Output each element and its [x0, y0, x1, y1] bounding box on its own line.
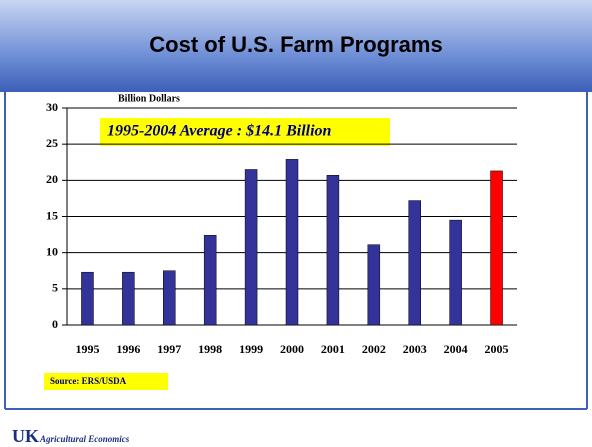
- y-tick-label: 0: [52, 317, 58, 331]
- x-tick-label: 2003: [403, 342, 427, 356]
- bar: [203, 235, 217, 326]
- y-tick-label: 30: [46, 100, 58, 114]
- x-tick-label: 1998: [198, 342, 222, 356]
- x-tick-label: 2002: [362, 342, 386, 356]
- source: Source: ERS/USDA: [50, 376, 127, 386]
- bar: [122, 271, 135, 326]
- x-tick-label: 2000: [280, 342, 304, 356]
- bar: [490, 170, 503, 326]
- y-tick-label: 25: [46, 136, 58, 150]
- footer-logo: UK: [12, 426, 39, 446]
- bar: [163, 270, 176, 326]
- x-tick-label: 1996: [116, 342, 140, 356]
- header-band: [0, 0, 592, 92]
- y-tick-label: 10: [46, 244, 58, 258]
- chart-title: Cost of U.S. Farm Programs: [149, 32, 442, 57]
- bar: [326, 175, 340, 326]
- x-tick-label: 2001: [321, 342, 345, 356]
- x-tick-label: 2004: [444, 342, 468, 356]
- x-tick-label: 1995: [75, 342, 99, 356]
- x-tick-label: 1997: [157, 342, 181, 356]
- x-tick-label: 2005: [485, 342, 509, 356]
- y-tick-label: 20: [46, 172, 58, 186]
- bar: [81, 271, 94, 326]
- bar: [449, 219, 462, 326]
- source-box: [44, 373, 168, 390]
- y-tick-label: 5: [52, 281, 58, 295]
- bar: [285, 159, 299, 326]
- bar: [367, 244, 381, 326]
- x-tick-label: 1999: [239, 342, 263, 356]
- y-axis-title: Billion Dollars: [118, 93, 180, 104]
- annotation-box: [100, 118, 390, 146]
- footer-text: Agricultural Economics: [39, 434, 130, 444]
- bar: [408, 200, 421, 326]
- y-tick-label: 15: [46, 208, 58, 222]
- annotation: 1995-2004 Average : $14.1 Billion: [107, 123, 332, 140]
- bar: [244, 169, 258, 326]
